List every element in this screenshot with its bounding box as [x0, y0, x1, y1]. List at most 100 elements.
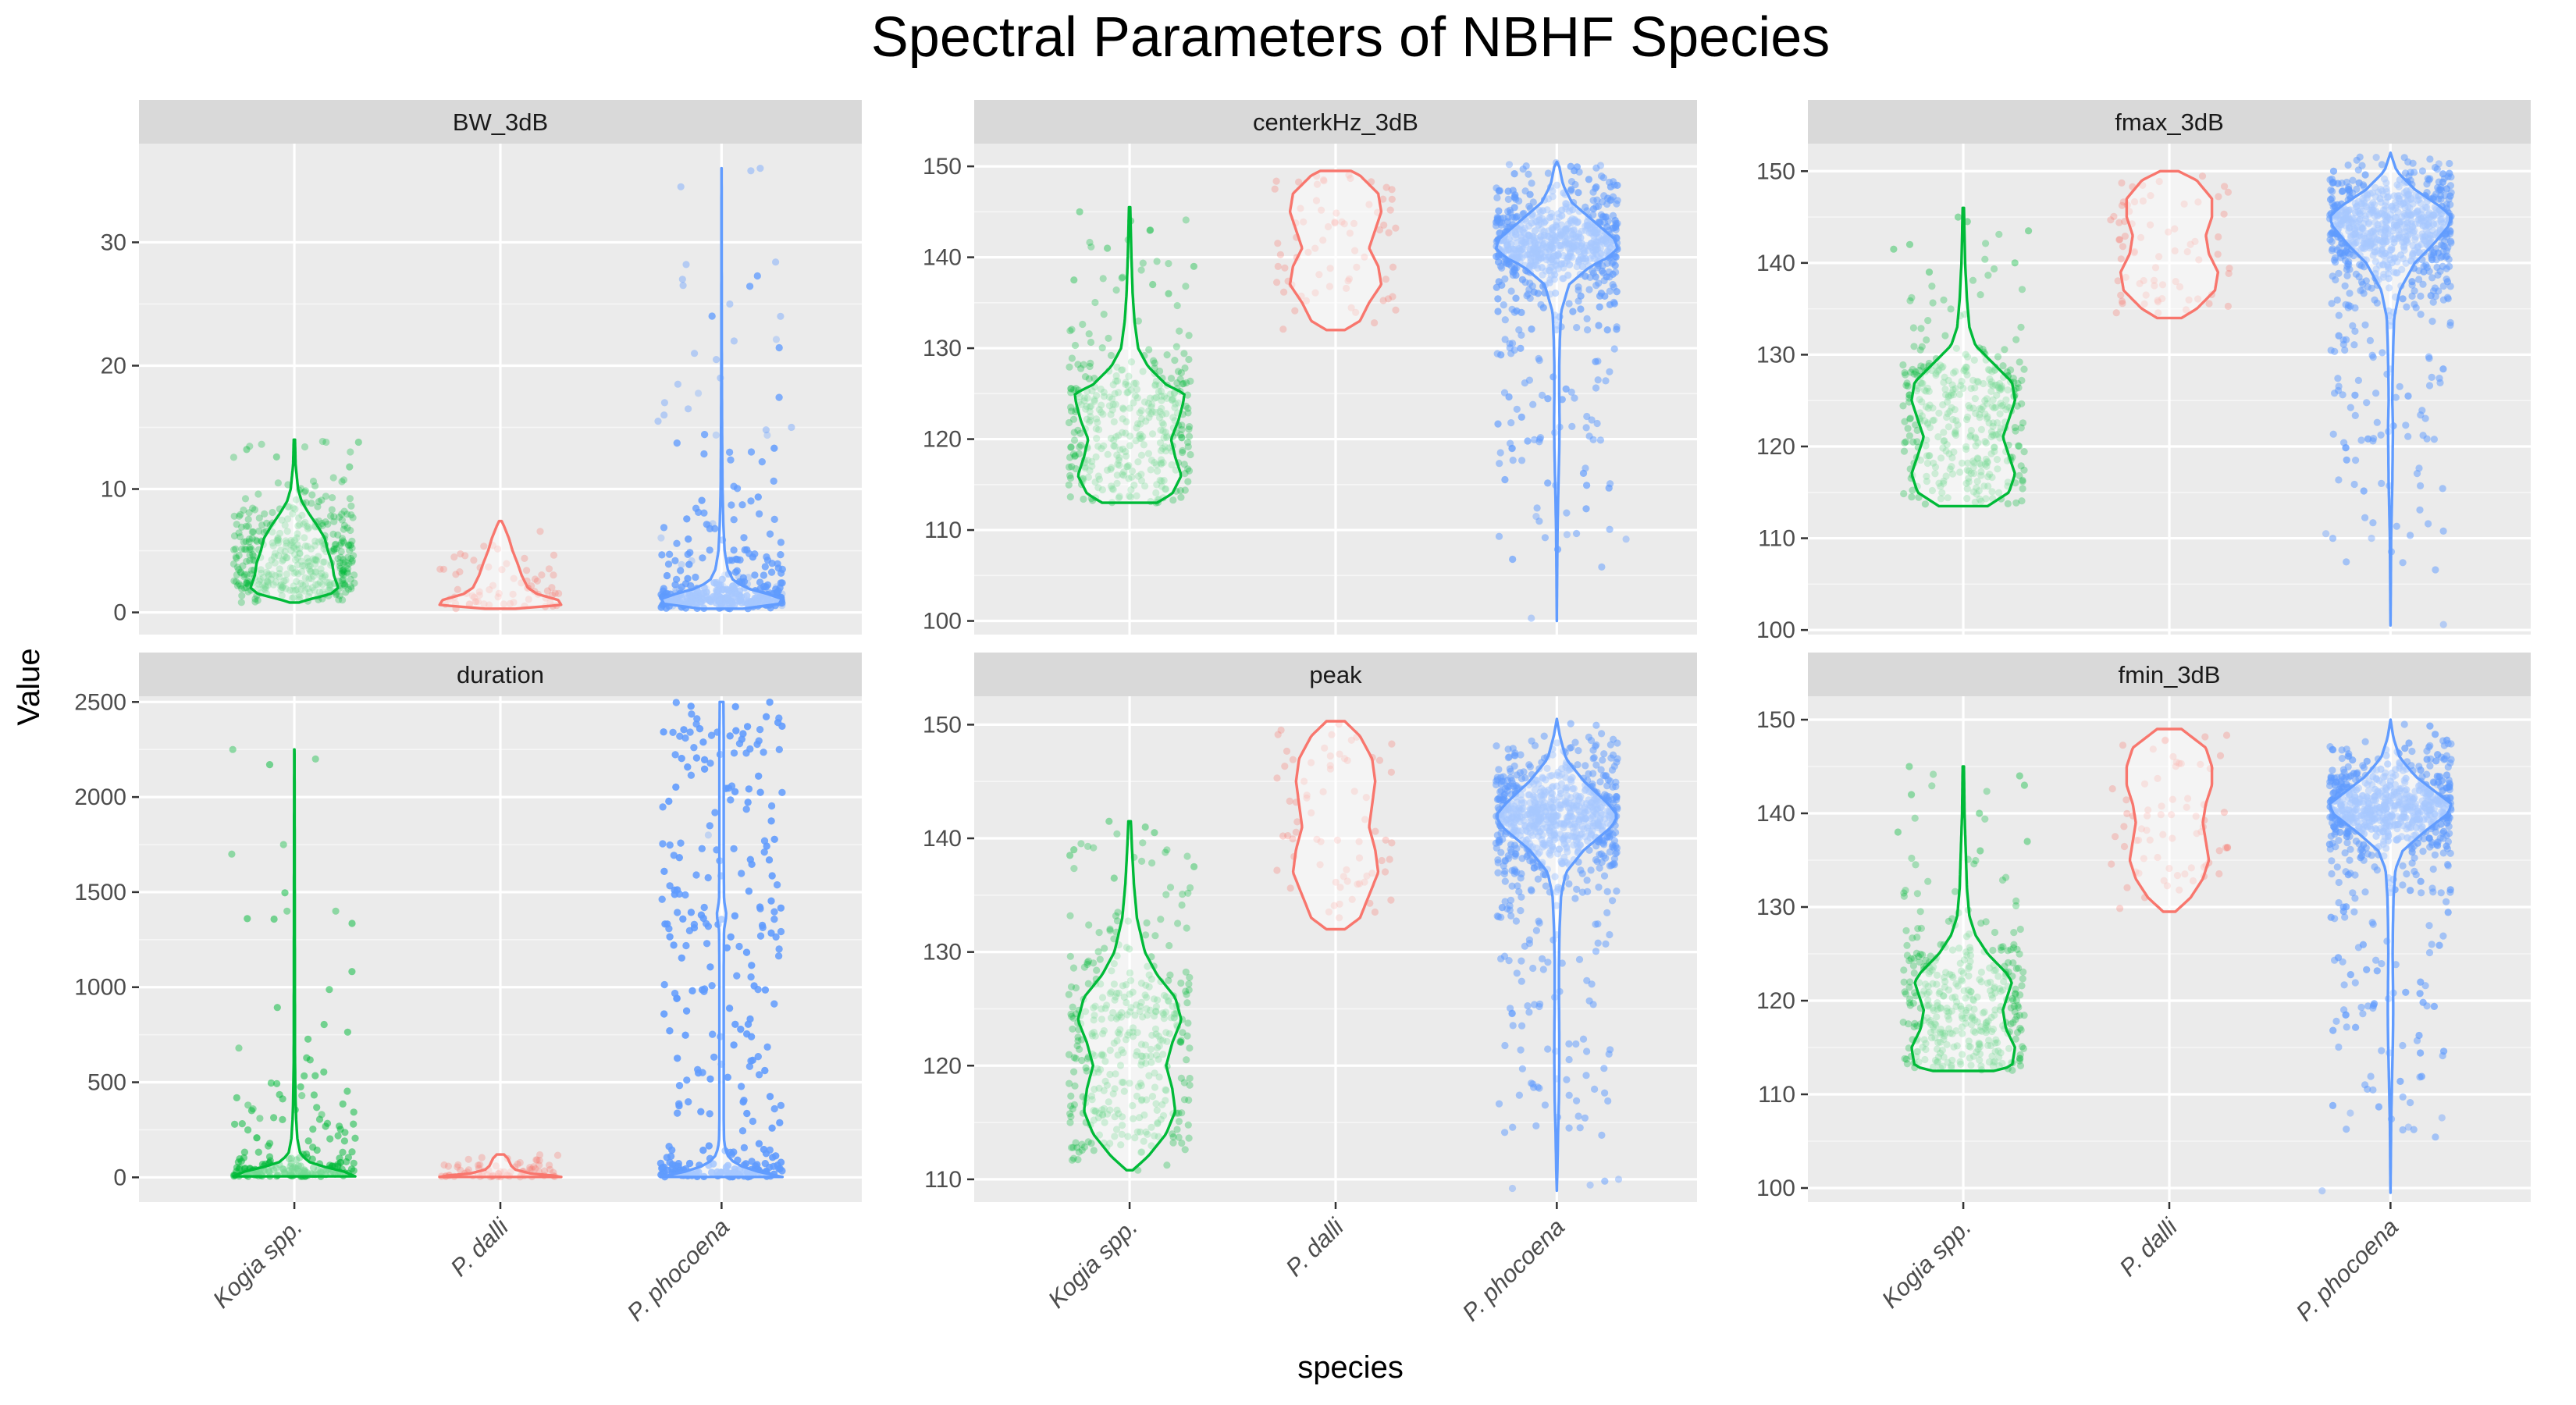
data-point [1505, 393, 1513, 401]
y-tick-label: 130 [923, 336, 962, 361]
data-point [310, 572, 318, 580]
data-point [340, 476, 348, 484]
data-point [700, 509, 708, 517]
data-point [756, 510, 763, 518]
data-point [2004, 500, 2012, 508]
data-point [292, 586, 300, 594]
data-point [346, 495, 354, 503]
data-point [1585, 176, 1592, 183]
data-point [775, 343, 783, 352]
data-point [315, 517, 323, 525]
data-point [336, 564, 344, 573]
data-point [1176, 431, 1185, 439]
data-point [1916, 346, 1924, 354]
data-point [289, 510, 297, 518]
data-point [259, 581, 267, 589]
data-point [230, 532, 239, 540]
data-point [472, 598, 480, 606]
data-point [283, 554, 290, 562]
data-point [1563, 509, 1571, 517]
data-point [1280, 288, 1288, 296]
data-point [292, 496, 301, 503]
data-point [240, 573, 248, 581]
data-point [1500, 301, 1507, 309]
data-point [506, 599, 514, 608]
data-point [294, 585, 301, 593]
outlier-point [691, 350, 699, 357]
data-point [311, 537, 319, 545]
data-point [255, 514, 263, 522]
data-point [705, 521, 713, 529]
violin-shape [438, 519, 563, 610]
data-point [1592, 273, 1599, 281]
data-point [336, 541, 343, 550]
data-point [774, 587, 782, 595]
data-point [296, 550, 304, 558]
data-point [2119, 243, 2127, 251]
data-point [1569, 308, 1577, 315]
data-point [1067, 443, 1075, 451]
data-point [243, 571, 251, 578]
data-point [664, 560, 673, 568]
data-point [1544, 479, 1552, 487]
data-point [272, 578, 279, 586]
data-point [276, 529, 284, 537]
data-point [267, 575, 275, 583]
data-point [255, 578, 263, 585]
data-point [324, 520, 332, 528]
data-point [1099, 275, 1107, 283]
data-point [1081, 373, 1090, 381]
outlier-point [2011, 259, 2019, 267]
data-point [730, 546, 738, 554]
data-point [343, 569, 351, 577]
outlier-point [682, 261, 690, 269]
data-point [677, 567, 685, 574]
data-point [762, 583, 770, 591]
data-point [1508, 445, 1516, 453]
data-point [284, 515, 292, 523]
data-point [2224, 302, 2232, 310]
data-point [1908, 493, 1916, 501]
outlier-point [679, 282, 687, 290]
data-point [1905, 432, 1913, 439]
data-point [344, 565, 352, 573]
data-point [301, 562, 308, 570]
data-point [510, 599, 518, 606]
data-point [311, 568, 319, 576]
data-point [1181, 486, 1189, 494]
data-point [243, 579, 251, 587]
outlier-point [762, 426, 770, 434]
data-point [1495, 532, 1503, 540]
data-point [274, 479, 282, 487]
data-point [747, 497, 755, 505]
data-point [712, 431, 720, 439]
data-point [1921, 500, 1929, 508]
data-point [1496, 449, 1504, 457]
data-point [348, 557, 356, 565]
data-point [550, 571, 557, 579]
data-point [237, 533, 244, 541]
data-point [1582, 424, 1590, 432]
data-point [1592, 357, 1599, 365]
data-point [685, 535, 692, 543]
data-point [745, 596, 753, 604]
data-point [1509, 555, 1517, 564]
data-point [316, 572, 324, 580]
data-point [709, 520, 717, 528]
data-point [297, 557, 305, 565]
data-point [1515, 326, 1523, 334]
data-point [2119, 300, 2126, 308]
data-point [340, 521, 348, 529]
data-point [336, 592, 343, 599]
data-point [1169, 496, 1177, 504]
data-point [246, 443, 254, 450]
data-point [330, 513, 338, 521]
data-point [240, 538, 247, 546]
data-point [1995, 230, 2003, 238]
data-point [1087, 338, 1095, 347]
data-point [1100, 311, 1108, 318]
data-point [314, 503, 322, 510]
data-point [349, 514, 357, 521]
series-Kogia spp. [229, 437, 362, 606]
